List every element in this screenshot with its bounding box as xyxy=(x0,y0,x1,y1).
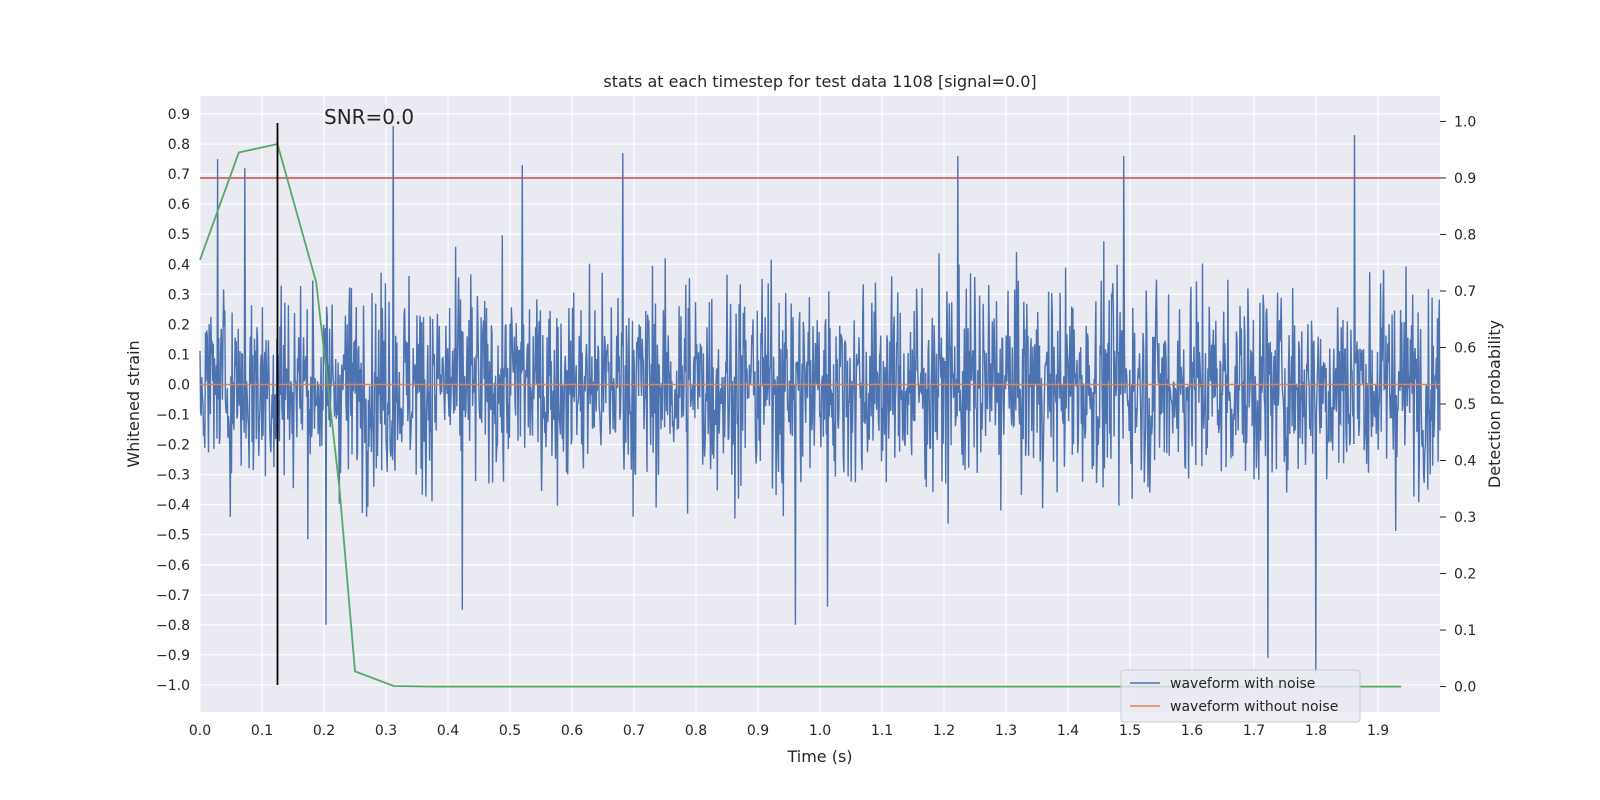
y-right-tick-label: 0.9 xyxy=(1454,171,1476,187)
x-tick-label: 1.3 xyxy=(995,723,1017,739)
y-left-tick-label: 0.2 xyxy=(168,317,190,333)
y-right-tick-label: 0.8 xyxy=(1454,227,1476,243)
legend-label-clean: waveform without noise xyxy=(1170,699,1338,715)
y-left-tick-label: −0.3 xyxy=(156,468,190,484)
series-layer xyxy=(199,123,1441,688)
y-left-tick-label: 0.9 xyxy=(168,107,190,123)
legend-label-noise: waveform with noise xyxy=(1170,676,1315,692)
x-tick-label: 0.7 xyxy=(623,723,645,739)
y-right-tick-label: 0.6 xyxy=(1454,340,1476,356)
y-left-tick-label: −0.6 xyxy=(156,558,190,574)
x-tick-label: 0.2 xyxy=(313,723,335,739)
x-tick-label: 0.3 xyxy=(375,723,397,739)
x-tick-label: 1.7 xyxy=(1243,723,1265,739)
legend-box xyxy=(1120,669,1361,723)
x-tick-label: 0.6 xyxy=(561,723,583,739)
legend: waveform with noise waveform without noi… xyxy=(1120,669,1361,723)
x-axis-ticks: 0.0 0.1 0.2 0.3 0.4 0.5 0.6 0.7 0.8 0.9 1.0 1.1 1.2 1… xyxy=(189,723,1389,739)
y-left-tick-label: 0.3 xyxy=(168,287,190,303)
x-tick-label: 0.1 xyxy=(251,723,273,739)
x-tick-label: 1.8 xyxy=(1305,723,1327,739)
y-left-tick-label: −0.4 xyxy=(156,498,190,514)
y-left-tick-label: 0.1 xyxy=(168,347,190,363)
series-detection-probability xyxy=(199,142,1402,688)
y-right-tick-label: 1.0 xyxy=(1454,114,1476,130)
y-left-axis-ticks: 0.9 0.8 0.7 0.6 0.5 0.4 0.3 0.2 0.1 0.0 −0.1 −0.2 −0… xyxy=(156,107,190,694)
x-tick-label: 0.8 xyxy=(685,723,707,739)
y-left-tick-label: −0.1 xyxy=(156,408,190,424)
x-tick-label: 1.4 xyxy=(1057,723,1079,739)
y-left-tick-label: −0.5 xyxy=(156,528,190,544)
y-left-tick-label: 0.8 xyxy=(168,137,190,153)
x-tick-label: 1.2 xyxy=(933,723,955,739)
chart-title: stats at each timestep for test data 110… xyxy=(603,72,1036,91)
y-right-tick-label: 0.0 xyxy=(1454,680,1476,696)
series-waveform-with-noise xyxy=(199,125,1441,673)
x-tick-label: 0.0 xyxy=(189,723,211,739)
x-tick-label: 1.9 xyxy=(1367,723,1389,739)
y-right-tick-label: 0.3 xyxy=(1454,510,1476,526)
y-left-tick-label: 0.0 xyxy=(168,377,190,393)
y-left-tick-label: −0.9 xyxy=(156,648,190,664)
x-tick-label: 1.6 xyxy=(1181,723,1203,739)
y-left-tick-label: 0.5 xyxy=(168,227,190,243)
snr-annotation: SNR=0.0 xyxy=(324,105,414,129)
y-left-tick-label: −0.2 xyxy=(156,438,190,454)
x-tick-label: 1.0 xyxy=(809,723,831,739)
x-tick-label: 0.5 xyxy=(499,723,521,739)
y-right-tick-label: 0.2 xyxy=(1454,567,1476,583)
y-left-tick-label: 0.7 xyxy=(168,167,190,183)
x-tick-label: 1.5 xyxy=(1119,723,1141,739)
y-left-axis-label: Whitened strain xyxy=(124,340,143,467)
x-tick-label: 0.9 xyxy=(747,723,769,739)
y-right-tick-label: 0.1 xyxy=(1454,623,1476,639)
x-tick-label: 0.4 xyxy=(437,723,459,739)
y-right-axis-label: Detection probability xyxy=(1485,320,1504,488)
y-left-tick-label: 0.6 xyxy=(168,197,190,213)
y-right-tick-label: 0.5 xyxy=(1454,397,1476,413)
y-right-axis-ticks: 1.0 0.9 0.8 0.7 0.6 0.5 0.4 0.3 0.2 0.1 0.0 xyxy=(1440,114,1476,696)
x-axis-label: Time (s) xyxy=(786,747,852,766)
y-left-tick-label: 0.4 xyxy=(168,257,190,273)
x-tick-label: 1.1 xyxy=(871,723,893,739)
y-left-tick-label: −0.7 xyxy=(156,588,190,604)
y-left-tick-label: −1.0 xyxy=(156,678,190,694)
y-right-tick-label: 0.7 xyxy=(1454,284,1476,300)
y-right-tick-label: 0.4 xyxy=(1454,454,1476,470)
y-left-tick-label: −0.8 xyxy=(156,618,190,634)
